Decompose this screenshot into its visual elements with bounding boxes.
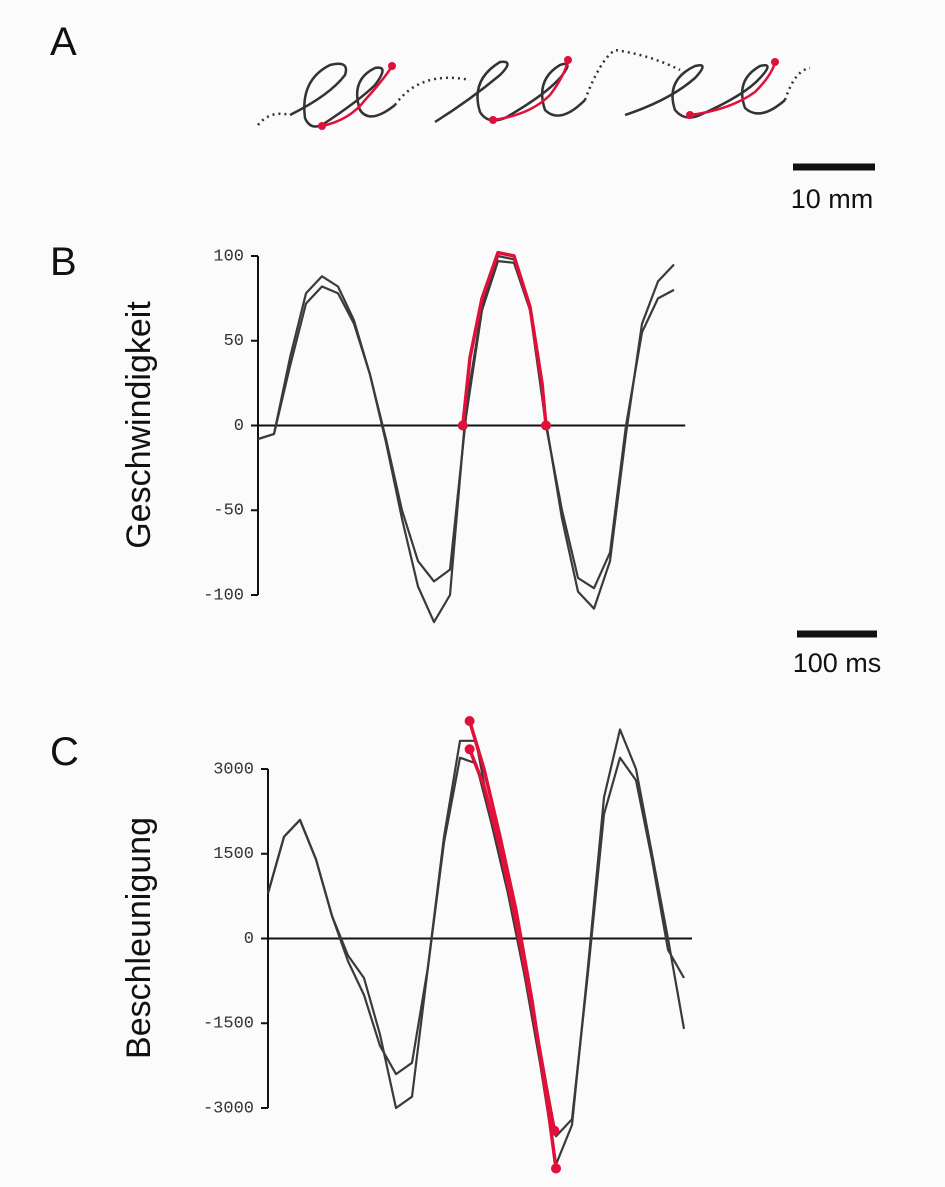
trace-dotted <box>583 48 681 101</box>
panel-label: C <box>50 730 79 774</box>
trace-red <box>492 59 570 122</box>
endpoint-marker <box>541 420 551 431</box>
panel-label: A <box>50 20 77 64</box>
trace-dotted <box>257 112 291 126</box>
y-tick-label: 1500 <box>213 845 254 864</box>
trace <box>624 64 786 119</box>
marker <box>564 56 572 64</box>
scale-bar-label: 10 mm <box>791 184 874 214</box>
line-series <box>266 728 686 1166</box>
y-tick-label: -50 <box>213 502 244 521</box>
marker <box>771 58 779 66</box>
endpoint-marker <box>464 715 475 726</box>
y-tick-label: 0 <box>244 930 254 949</box>
endpoint-marker <box>549 1125 560 1136</box>
y-tick-label: 100 <box>213 247 244 266</box>
line-series <box>467 748 557 1131</box>
line-series <box>467 720 558 1169</box>
y-tick-label: 0 <box>234 417 244 436</box>
y-tick-label: 3000 <box>213 760 254 779</box>
y-tick-label: 50 <box>224 332 244 351</box>
line-series <box>257 254 675 624</box>
endpoint-marker <box>551 1163 561 1174</box>
endpoint-marker <box>457 420 468 431</box>
panel-label: B <box>50 240 77 284</box>
line-series <box>266 756 685 1138</box>
trace-red <box>689 61 777 117</box>
scale-bar-label: 100 ms <box>793 648 882 678</box>
marker <box>686 111 694 119</box>
handwriting <box>257 48 811 130</box>
trace-dotted <box>393 76 471 106</box>
trace <box>434 60 586 124</box>
y-axis-label: Geschwindigkeit <box>120 301 158 549</box>
trace <box>289 62 396 128</box>
line-series <box>257 260 675 590</box>
marker <box>489 116 497 124</box>
y-tick-label: -100 <box>203 586 244 605</box>
y-tick-label: -3000 <box>203 1099 254 1118</box>
marker <box>388 62 396 70</box>
trace-dotted <box>783 66 811 101</box>
line-series <box>461 250 548 426</box>
y-tick-label: -1500 <box>203 1015 254 1034</box>
trace-red <box>321 65 394 128</box>
y-axis-label: Beschleunigung <box>120 817 158 1059</box>
marker <box>318 122 326 130</box>
endpoint-marker <box>464 744 475 755</box>
